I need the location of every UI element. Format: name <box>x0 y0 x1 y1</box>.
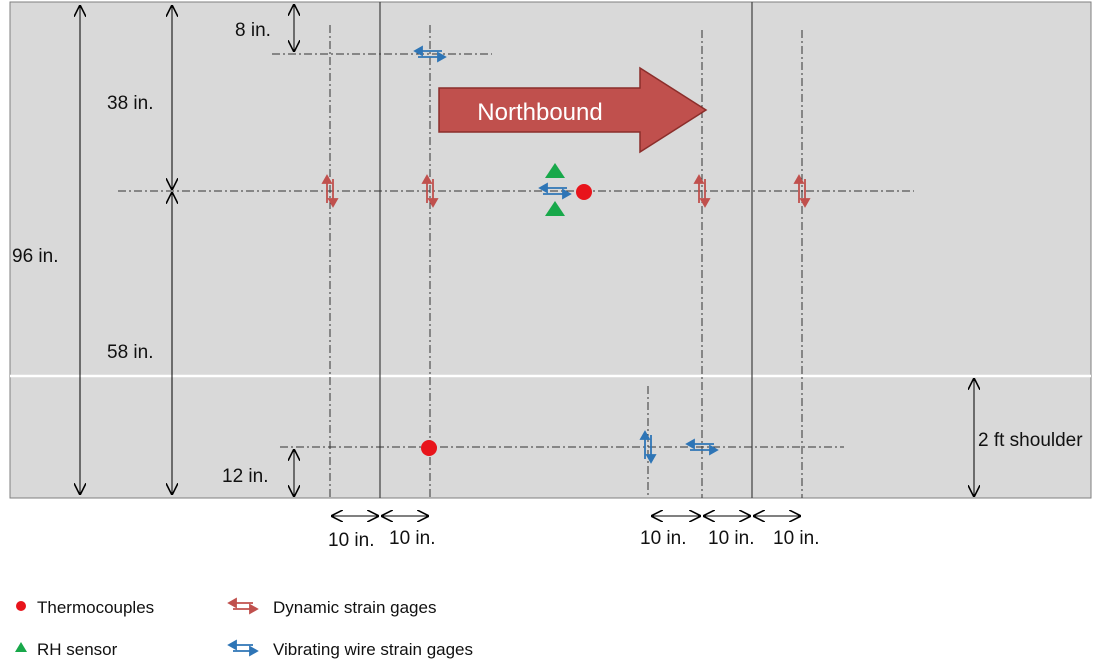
legend-rh-symbol <box>15 642 27 652</box>
legend-vibrating-wire-symbol <box>227 639 259 657</box>
dynamic-strain-gage <box>793 174 811 208</box>
dim-label-lower-span: 58 in. <box>107 342 153 363</box>
vibrating-wire-gage <box>639 430 657 464</box>
legend-label: Vibrating wire strain gages <box>273 640 473 659</box>
spacing-label: 10 in. <box>708 528 754 549</box>
vibrating-wire-gage <box>538 182 572 200</box>
rh-sensor <box>545 163 565 178</box>
pavement-slab <box>9 1 1092 499</box>
thermocouple <box>421 440 437 456</box>
legend-dynamic-gage-symbol <box>227 597 259 615</box>
thermocouple <box>576 184 592 200</box>
dim-label-bottom-offset: 12 in. <box>222 466 268 487</box>
spacing-label: 10 in. <box>640 528 686 549</box>
dynamic-strain-gage <box>421 174 439 208</box>
spacing-label: 10 in. <box>389 528 435 549</box>
northbound-arrow <box>438 66 708 154</box>
dim-label-top-offset: 8 in. <box>235 20 271 41</box>
dynamic-strain-gage <box>693 174 711 208</box>
legend-label: RH sensor <box>37 640 118 659</box>
dim-label-shoulder: 2 ft shoulder <box>978 430 1083 451</box>
dimension-lines <box>80 5 974 516</box>
rh-sensor <box>545 201 565 216</box>
legend: Thermocouples RH sensor Dynamic strain g… <box>15 597 473 659</box>
vibrating-wire-gage <box>413 45 447 63</box>
legend-label: Dynamic strain gages <box>273 598 436 617</box>
northbound-label: Northbound <box>477 99 602 126</box>
dim-label-upper-span: 38 in. <box>107 93 153 114</box>
spacing-label: 10 in. <box>773 528 819 549</box>
dynamic-strain-gage <box>321 174 339 208</box>
dim-label-slab-width: 96 in. <box>12 246 58 267</box>
legend-thermocouple-symbol <box>16 601 26 611</box>
legend-label: Thermocouples <box>37 598 154 617</box>
spacing-label: 10 in. <box>328 530 374 551</box>
vibrating-wire-gage <box>685 438 719 456</box>
gage-centerlines <box>118 25 914 498</box>
